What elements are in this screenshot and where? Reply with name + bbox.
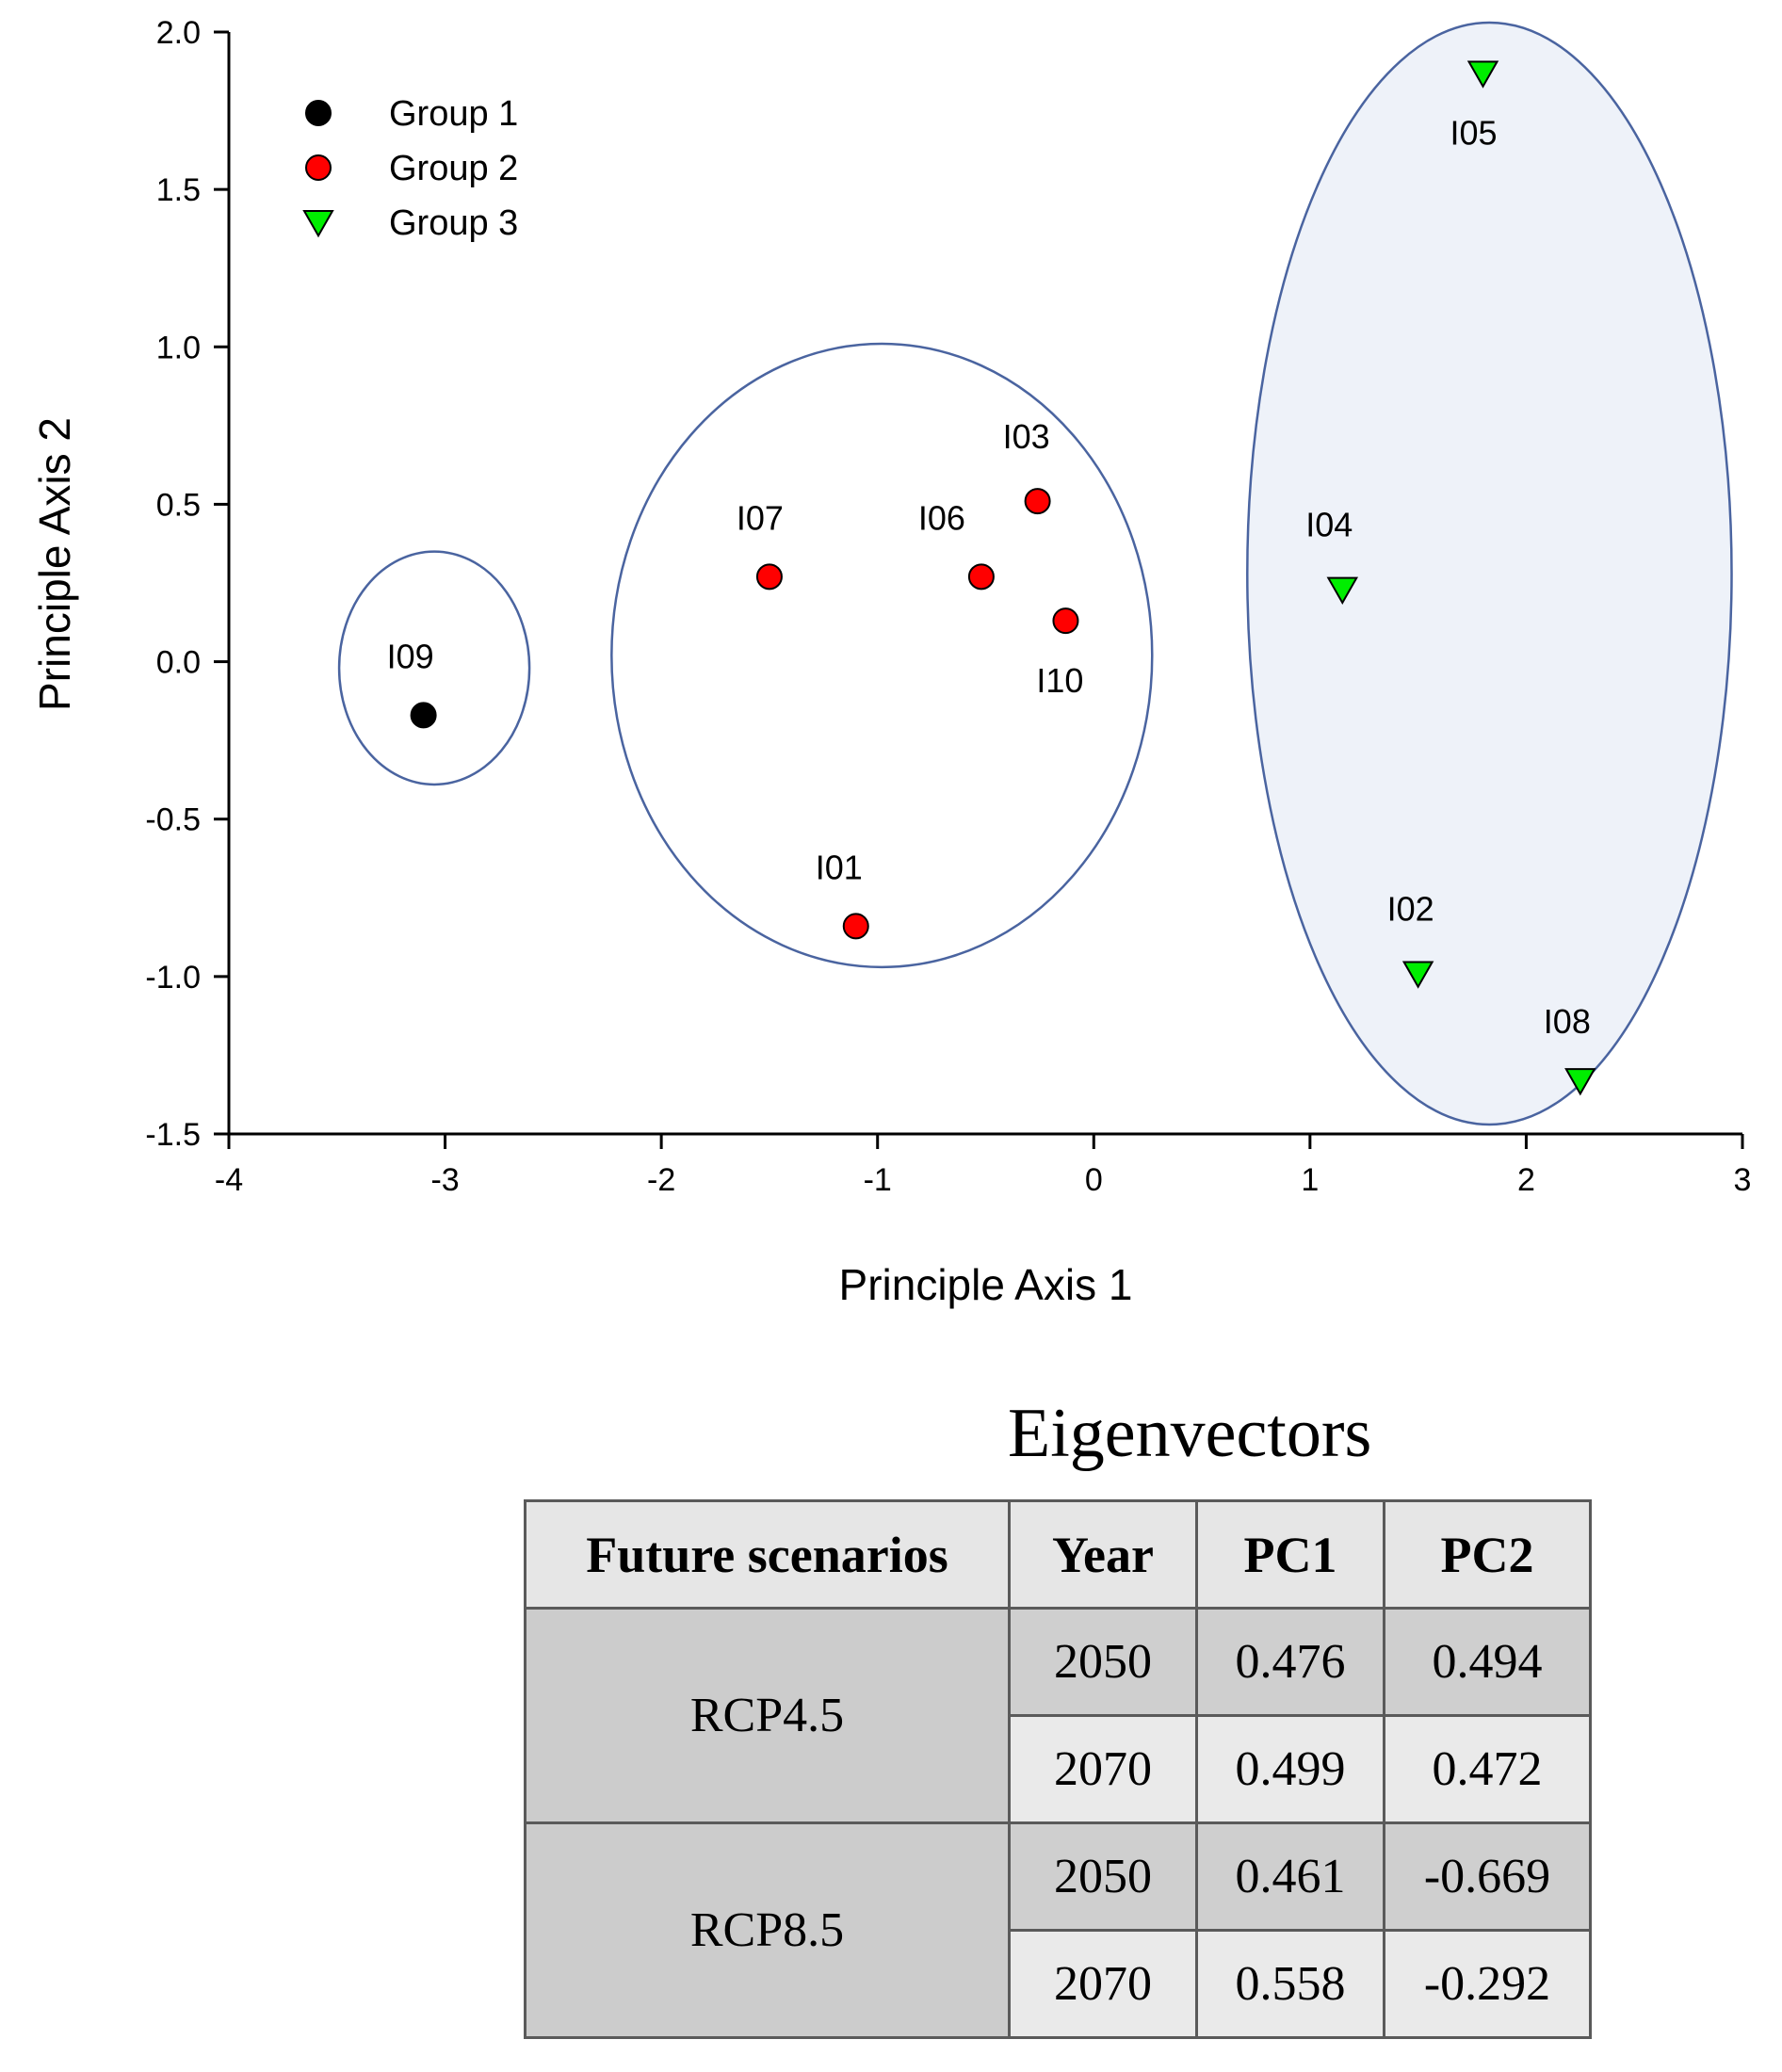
header-year: Year bbox=[1008, 1499, 1198, 1610]
header-future-scenarios: Future scenarios bbox=[524, 1499, 1011, 1610]
header-pc2: PC2 bbox=[1383, 1499, 1592, 1610]
table-header-row: Future scenarios Year PC1 PC2 bbox=[524, 1499, 1592, 1610]
data-point-i06 bbox=[967, 563, 995, 591]
y-tick-label: 0.5 bbox=[156, 487, 201, 523]
legend-marker-2 bbox=[305, 154, 332, 181]
y-tick-label: 0.0 bbox=[156, 645, 201, 681]
data-point-i01 bbox=[842, 913, 869, 940]
x-tick-label: -3 bbox=[430, 1162, 459, 1198]
data-point-i05 bbox=[1466, 60, 1499, 89]
data-point-i02 bbox=[1401, 961, 1434, 989]
pc1-cell: 0.476 bbox=[1195, 1607, 1385, 1717]
pc2-cell: 0.494 bbox=[1383, 1607, 1592, 1717]
group-ellipse-group-3 bbox=[1246, 21, 1733, 1126]
scenario-cell: RCP4.5 bbox=[524, 1607, 1011, 1824]
point-label-i03: I03 bbox=[1003, 417, 1050, 456]
pc1-cell: 0.461 bbox=[1195, 1821, 1385, 1932]
eigenvectors-title: Eigenvectors bbox=[1008, 1395, 1372, 1472]
point-label-i02: I02 bbox=[1387, 890, 1434, 929]
x-tick-label: -4 bbox=[215, 1162, 243, 1198]
data-point-i08 bbox=[1564, 1068, 1596, 1096]
y-tick-label: 1.0 bbox=[156, 330, 201, 365]
group-ellipse-group-2 bbox=[610, 342, 1154, 969]
legend-label-3: Group 3 bbox=[389, 203, 518, 243]
legend: Group 1 Group 2 Group 3 bbox=[302, 94, 518, 243]
legend-marker-1 bbox=[305, 100, 332, 126]
pc1-cell: 0.499 bbox=[1195, 1714, 1385, 1824]
data-point-i04 bbox=[1326, 576, 1359, 605]
point-label-i01: I01 bbox=[816, 848, 863, 886]
y-tick-label: -1.0 bbox=[145, 960, 201, 996]
y-tick-label: -1.5 bbox=[145, 1117, 201, 1153]
table-row: 2070 0.558 -0.292 bbox=[526, 1929, 1592, 2039]
pc2-cell: -0.669 bbox=[1383, 1821, 1592, 1932]
table-row: RCP4.5 2050 0.476 0.494 bbox=[524, 1607, 1592, 1824]
eigenvectors-table: Future scenarios Year PC1 PC2 RCP4.5 205… bbox=[524, 1499, 1592, 2039]
x-axis-title: Principle Axis 1 bbox=[839, 1260, 1133, 1309]
point-label-i05: I05 bbox=[1450, 113, 1497, 152]
table-row: RCP8.5 2050 0.461 -0.669 bbox=[524, 1821, 1592, 2039]
x-tick-label: 0 bbox=[1085, 1162, 1103, 1198]
data-points: I09 I07 I06 I03 I10 I01 I05 I04 I02 I08 bbox=[387, 60, 1596, 1096]
legend-label-1: Group 1 bbox=[389, 94, 518, 134]
y-tick-label: -0.5 bbox=[145, 802, 201, 838]
data-point-i07 bbox=[755, 563, 783, 591]
point-label-i07: I07 bbox=[737, 498, 784, 537]
data-point-i09 bbox=[410, 702, 437, 729]
year-cell: 2070 bbox=[1008, 1929, 1198, 2039]
data-point-i10 bbox=[1052, 607, 1079, 635]
x-tick-label: 1 bbox=[1301, 1162, 1319, 1198]
pc2-cell: -0.292 bbox=[1383, 1929, 1592, 2039]
data-point-i03 bbox=[1024, 488, 1051, 515]
scenario-cell: RCP8.5 bbox=[524, 1821, 1011, 2039]
point-label-i08: I08 bbox=[1544, 1002, 1591, 1041]
point-label-i06: I06 bbox=[918, 498, 965, 537]
x-tick-label: 2 bbox=[1517, 1162, 1535, 1198]
pc2-cell: 0.472 bbox=[1383, 1714, 1592, 1824]
y-tick-label: 1.5 bbox=[156, 172, 201, 208]
pca-scatter-plot: -4 -3 -2 -1 0 1 2 3 2.0 1.5 1.0 0.5 0.0 -0.5 -1.0 -1.5 P… bbox=[30, 15, 1751, 1309]
point-label-i04: I04 bbox=[1305, 506, 1353, 544]
table-row: 2070 0.499 0.472 bbox=[526, 1714, 1592, 1824]
year-cell: 2050 bbox=[1008, 1821, 1198, 1932]
year-cell: 2050 bbox=[1008, 1607, 1198, 1717]
legend-marker-3 bbox=[302, 210, 334, 238]
plot-axes: -4 -3 -2 -1 0 1 2 3 2.0 1.5 1.0 0.5 0.0 -0.5 -1.0 -1.5 P… bbox=[30, 15, 1751, 1309]
x-tick-label: -2 bbox=[647, 1162, 675, 1198]
y-axis-title: Principle Axis 2 bbox=[30, 417, 79, 711]
x-tick-label: 3 bbox=[1734, 1162, 1752, 1198]
group-ellipses bbox=[337, 21, 1733, 1126]
legend-label-2: Group 2 bbox=[389, 149, 518, 188]
y-tick-label: 2.0 bbox=[156, 15, 201, 51]
point-label-i10: I10 bbox=[1036, 661, 1083, 700]
pc1-cell: 0.558 bbox=[1195, 1929, 1385, 2039]
x-tick-label: -1 bbox=[864, 1162, 892, 1198]
point-label-i09: I09 bbox=[387, 637, 434, 675]
header-pc1: PC1 bbox=[1195, 1499, 1385, 1610]
group-ellipse-group-1 bbox=[337, 550, 531, 786]
year-cell: 2070 bbox=[1008, 1714, 1198, 1824]
